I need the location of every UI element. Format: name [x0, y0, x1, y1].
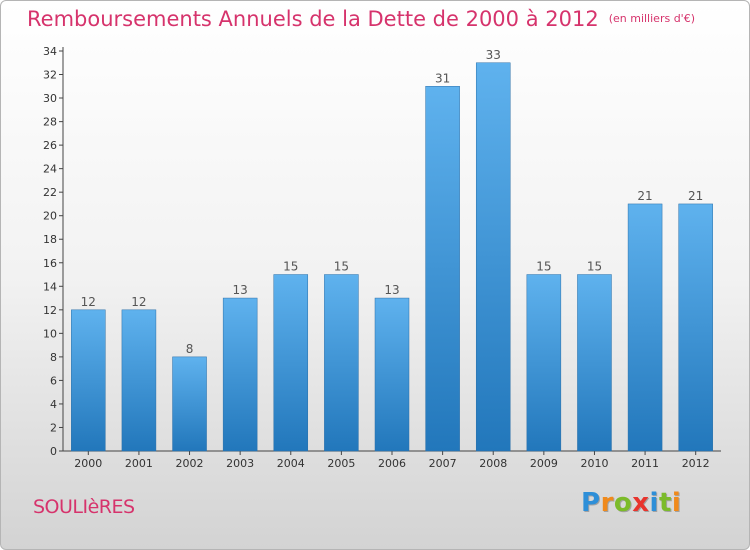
y-tick-label: 10 — [43, 327, 57, 340]
x-tick-label-2004: 2004 — [277, 457, 305, 470]
y-tick-label: 2 — [50, 421, 57, 434]
bar-value-label-2010: 15 — [587, 260, 602, 274]
bar-value-label-2001: 12 — [131, 295, 146, 309]
x-tick-label-2012: 2012 — [682, 457, 710, 470]
bar-2006 — [374, 297, 410, 452]
bar-value-label-2002: 8 — [186, 342, 194, 356]
logo-letter: r — [600, 488, 614, 518]
y-tick-label: 26 — [43, 139, 57, 152]
x-tick-label-2003: 2003 — [226, 457, 254, 470]
y-tick-label: 30 — [43, 92, 57, 105]
x-tick-label-2000: 2000 — [74, 457, 102, 470]
y-tick-label: 8 — [50, 351, 57, 364]
y-tick-label: 22 — [43, 186, 57, 199]
bar-2002 — [172, 356, 207, 452]
y-tick-label: 34 — [43, 45, 57, 58]
bar-2009 — [526, 274, 562, 452]
y-tick-label: 6 — [50, 374, 57, 387]
commune-name: SOULIèRES — [33, 496, 135, 518]
bar-2011 — [627, 203, 663, 452]
y-tick-label: 18 — [43, 233, 57, 246]
proxiti-logo: Proxiti — [581, 488, 681, 518]
x-tick-label-2011: 2011 — [631, 457, 659, 470]
bar-2007 — [425, 86, 460, 452]
bar-value-label-2011: 21 — [637, 189, 652, 203]
logo-letter: o — [613, 488, 633, 518]
logo-letter: i — [649, 488, 659, 518]
chart-title: Remboursements Annuels de la Dette de 20… — [27, 7, 695, 31]
x-tick-label-2002: 2002 — [176, 457, 204, 470]
bar-value-label-2008: 33 — [486, 48, 501, 62]
bar-value-label-2000: 12 — [81, 295, 96, 309]
bar-value-label-2007: 31 — [435, 71, 450, 85]
y-tick-label: 28 — [43, 116, 57, 129]
bar-value-label-2003: 13 — [233, 283, 248, 297]
x-tick-label-2008: 2008 — [479, 457, 507, 470]
bar-value-label-2004: 15 — [283, 260, 298, 274]
x-tick-label-2009: 2009 — [530, 457, 558, 470]
x-tick-label-2006: 2006 — [378, 457, 406, 470]
bar-2003 — [222, 297, 258, 452]
x-tick-label-2001: 2001 — [125, 457, 153, 470]
bar-2008 — [475, 62, 511, 452]
y-tick-label: 0 — [50, 445, 57, 458]
bar-value-labels: 12 12 8 13 15 15 13 31 33 15 15 21 21 — [81, 48, 704, 356]
bar-2000 — [71, 309, 106, 452]
y-tick-label: 14 — [43, 280, 57, 293]
y-tick-label: 16 — [43, 257, 57, 270]
bar-2012 — [678, 203, 713, 452]
logo-letter: x — [632, 488, 650, 518]
y-tick-label: 20 — [43, 210, 57, 223]
x-tick-label-2010: 2010 — [580, 457, 608, 470]
bar-2010 — [577, 274, 612, 452]
bar-2001 — [121, 309, 157, 452]
bar-value-label-2005: 15 — [334, 260, 349, 274]
logo-letter: P — [581, 488, 601, 518]
y-tick-label: 4 — [50, 398, 57, 411]
x-tick-label-2005: 2005 — [327, 457, 355, 470]
y-tick-label: 24 — [43, 163, 57, 176]
bar-2004 — [273, 274, 309, 452]
bars — [71, 62, 713, 452]
logo-letter: i — [671, 488, 682, 518]
y-tick-label: 32 — [43, 69, 57, 82]
bar-value-label-2009: 15 — [536, 260, 551, 274]
logo-letter: t — [658, 488, 672, 518]
bar-value-label-2006: 13 — [384, 283, 399, 297]
x-tick-label-2007: 2007 — [429, 457, 457, 470]
title-text: Remboursements Annuels de la Dette de 20… — [27, 7, 599, 31]
y-tick-label: 12 — [43, 304, 57, 317]
unit-label: (en milliers d'€) — [608, 12, 695, 25]
bar-value-label-2012: 21 — [688, 189, 703, 203]
bar-2005 — [324, 274, 359, 452]
